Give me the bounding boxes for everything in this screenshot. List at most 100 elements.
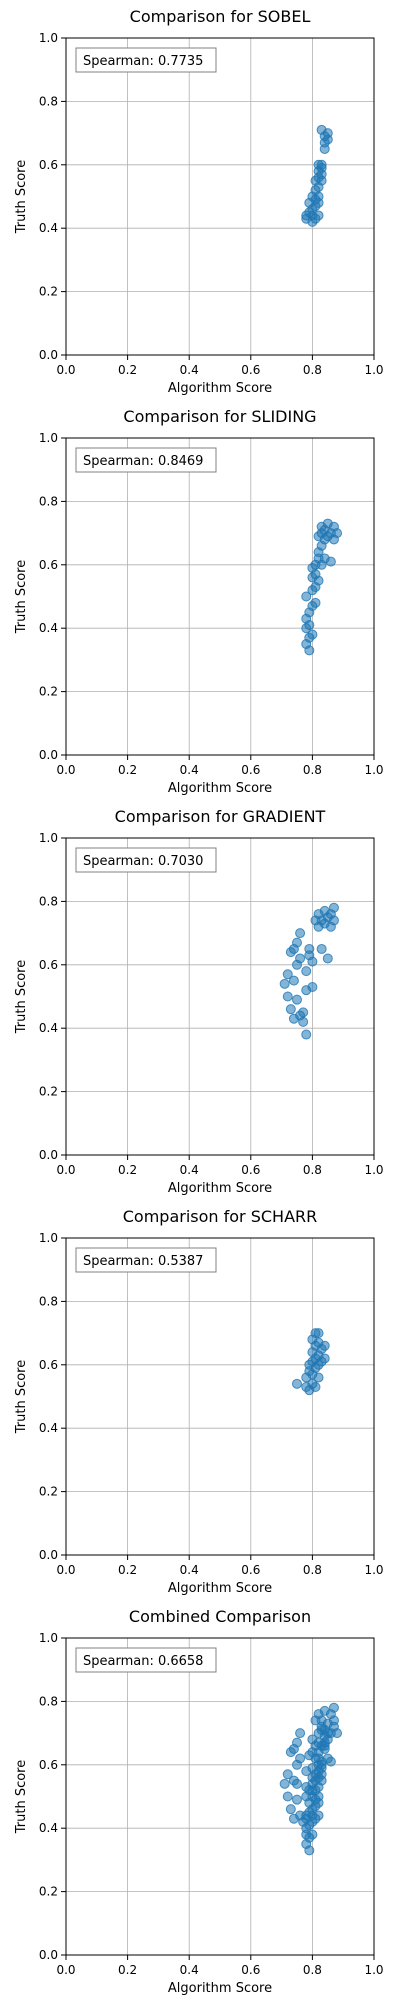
x-tick-label: 1.0 (364, 1963, 383, 1977)
spearman-annotation: Spearman: 0.5387 (83, 1254, 203, 1269)
y-axis-label: Truth Score (14, 560, 29, 635)
y-tick-label: 0.4 (39, 1021, 58, 1035)
y-tick-label: 1.0 (39, 31, 58, 45)
data-point (295, 928, 306, 939)
data-point (310, 1769, 321, 1780)
x-tick-label: 0.4 (180, 363, 199, 377)
annotation-box (75, 47, 217, 73)
data-point (325, 556, 336, 567)
plot-frame (65, 37, 375, 356)
y-tick-label: 0.2 (39, 1485, 58, 1499)
spearman-annotation: Spearman: 0.8469 (83, 454, 203, 469)
data-point (307, 981, 318, 992)
y-tick-label: 0.2 (39, 1085, 58, 1099)
data-point (322, 128, 333, 139)
x-tick-label: 0.8 (303, 1163, 322, 1177)
data-point (282, 1791, 293, 1802)
data-point (298, 1007, 309, 1018)
data-point (328, 1715, 339, 1726)
data-point (307, 629, 318, 640)
plot-frame (65, 437, 375, 756)
x-tick-label: 1.0 (364, 1163, 383, 1177)
data-point (313, 575, 324, 586)
scatter-panel: Comparison for SOBEL 0.0 0.2 0.4 0.6 0.8 1.0 0.… (14, 7, 384, 396)
spearman-annotation: Spearman: 0.7735 (83, 54, 203, 69)
x-tick-label: 0.6 (241, 1963, 260, 1977)
x-tick-label: 0.8 (303, 363, 322, 377)
y-tick-label: 1.0 (39, 1231, 58, 1245)
y-axis-label: Truth Score (14, 160, 29, 235)
x-axis-label: Algorithm Score (168, 1581, 272, 1596)
data-point (316, 159, 327, 170)
data-point (288, 975, 299, 986)
data-point (292, 1778, 302, 1789)
plot-frame (65, 1637, 375, 1956)
y-tick-label: 0.2 (39, 685, 58, 699)
plot-frame (65, 1237, 375, 1556)
chart-title: Comparison for SCHARR (123, 1207, 318, 1226)
data-point (295, 953, 306, 964)
x-tick-label: 0.2 (118, 1563, 137, 1577)
data-point (328, 915, 339, 926)
y-tick-label: 0.8 (39, 94, 58, 108)
data-point (301, 1029, 312, 1040)
x-tick-label: 0.2 (118, 1963, 137, 1977)
x-tick-label: 0.8 (303, 763, 322, 777)
data-point (332, 1728, 343, 1739)
data-point (310, 597, 321, 608)
data-point (292, 1794, 302, 1805)
x-tick-label: 0.6 (241, 1563, 260, 1577)
y-tick-label: 0.0 (39, 1948, 58, 1962)
data-point (316, 1715, 327, 1726)
data-point (304, 1845, 315, 1856)
x-tick-label: 0.0 (56, 363, 75, 377)
y-tick-label: 0.4 (39, 1821, 58, 1835)
x-axis-label: Algorithm Score (168, 381, 272, 396)
y-tick-label: 0.2 (39, 1885, 58, 1899)
data-point (319, 1353, 330, 1364)
y-tick-label: 0.8 (39, 494, 58, 508)
data-point (301, 1829, 312, 1840)
y-tick-label: 0.6 (39, 1358, 58, 1372)
annotation-box (75, 447, 217, 473)
y-axis-label: Truth Score (14, 1760, 29, 1835)
x-tick-label: 0.8 (303, 1963, 322, 1977)
data-point (332, 528, 343, 539)
y-tick-label: 0.6 (39, 558, 58, 572)
data-point (328, 1702, 339, 1713)
y-tick-label: 0.0 (39, 348, 58, 362)
x-tick-label: 0.4 (180, 1963, 199, 1977)
data-point (328, 902, 339, 913)
x-tick-label: 1.0 (364, 763, 383, 777)
y-tick-label: 0.4 (39, 621, 58, 635)
data-point (279, 978, 290, 989)
data-point (310, 1381, 321, 1392)
annotation-box (75, 1647, 217, 1673)
data-point (307, 1778, 318, 1789)
y-tick-label: 1.0 (39, 431, 58, 445)
x-axis-label: Algorithm Score (168, 781, 272, 796)
chart-title: Comparison for SOBEL (130, 7, 311, 26)
data-point (292, 1737, 302, 1748)
y-tick-label: 0.8 (39, 1294, 58, 1308)
data-point (313, 1372, 324, 1383)
x-tick-label: 0.0 (56, 763, 75, 777)
data-point (279, 1778, 290, 1789)
y-tick-label: 1.0 (39, 1631, 58, 1645)
data-point (322, 953, 333, 964)
data-point (319, 1340, 330, 1351)
y-tick-label: 0.6 (39, 158, 58, 172)
data-point (292, 937, 302, 948)
y-axis-label: Truth Score (14, 1360, 29, 1435)
x-tick-label: 0.4 (180, 1563, 199, 1577)
chart-title: Comparison for GRADIENT (115, 807, 326, 826)
data-point (298, 1016, 309, 1027)
spearman-annotation: Spearman: 0.6658 (83, 1654, 203, 1669)
data-point (292, 1378, 302, 1389)
x-tick-label: 0.0 (56, 1563, 75, 1577)
scatter-panel: Comparison for GRADIENT 0.0 0.2 0.4 0.6 0.8 1.… (14, 807, 384, 1196)
data-point (316, 1756, 327, 1767)
x-tick-label: 1.0 (364, 1563, 383, 1577)
plot-frame (65, 837, 375, 1156)
data-point (313, 1328, 324, 1339)
